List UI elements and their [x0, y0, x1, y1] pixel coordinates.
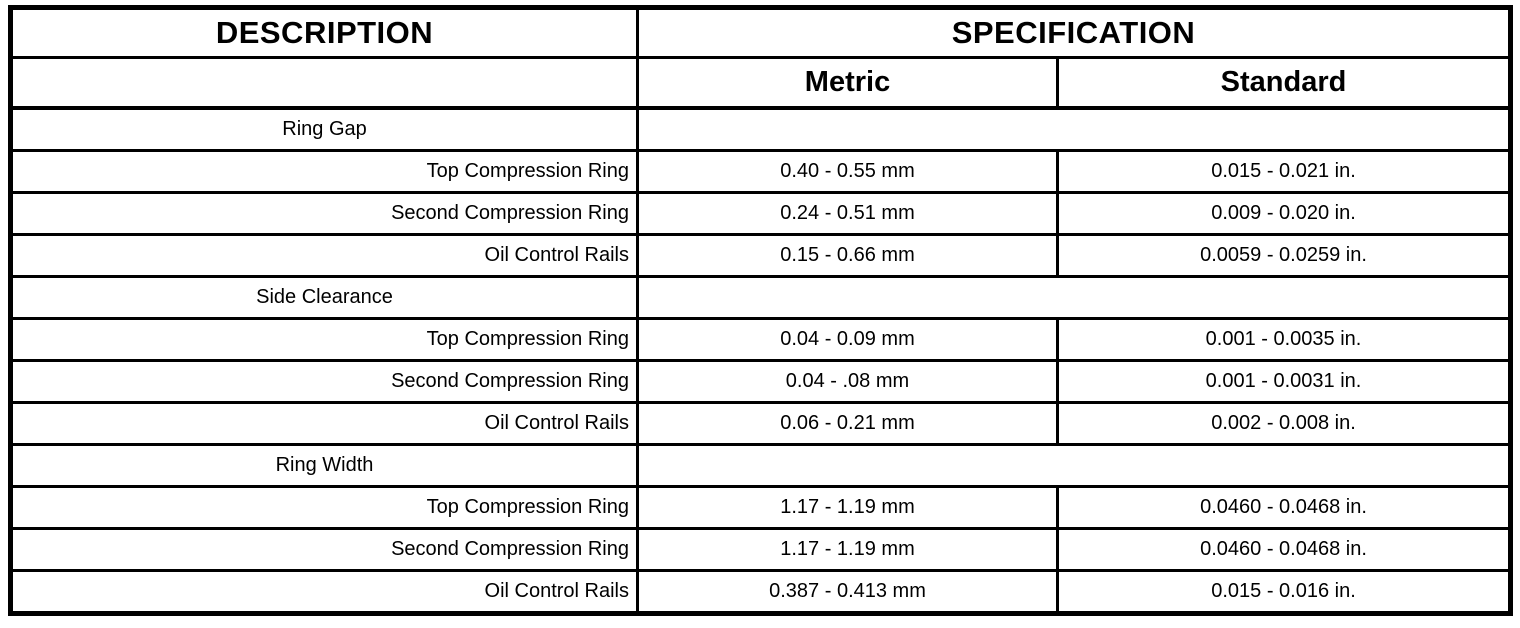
standard-value: 0.0059 - 0.0259 in.: [1055, 233, 1513, 278]
standard-value: 0.002 - 0.008 in.: [1055, 401, 1513, 446]
row-label: Second Compression Ring: [9, 359, 639, 404]
metric-value: 0.40 - 0.55 mm: [636, 149, 1059, 194]
metric-value: 1.17 - 1.19 mm: [636, 485, 1059, 530]
metric-value: 0.387 - 0.413 mm: [636, 569, 1059, 615]
standard-value: 0.0460 - 0.0468 in.: [1055, 485, 1513, 530]
header-row-main: DESCRIPTION SPECIFICATION: [9, 6, 1513, 59]
table-row: Second Compression Ring 0.04 - .08 mm 0.…: [9, 359, 1513, 404]
section-row-side-clearance: Side Clearance: [9, 275, 1513, 320]
row-label: Top Compression Ring: [9, 485, 639, 530]
metric-value: 0.06 - 0.21 mm: [636, 401, 1059, 446]
standard-value: 0.0460 - 0.0468 in.: [1055, 527, 1513, 572]
standard-value: 0.001 - 0.0035 in.: [1055, 317, 1513, 362]
table-row: Oil Control Rails 0.15 - 0.66 mm 0.0059 …: [9, 233, 1513, 278]
piston-ring-spec-table: DESCRIPTION SPECIFICATION Metric Standar…: [8, 5, 1514, 616]
section-row-ring-gap: Ring Gap: [9, 106, 1513, 152]
table-row: Top Compression Ring 0.04 - 0.09 mm 0.00…: [9, 317, 1513, 362]
header-row-units: Metric Standard: [9, 56, 1513, 110]
row-label: Oil Control Rails: [9, 569, 639, 615]
table-row: Oil Control Rails 0.387 - 0.413 mm 0.015…: [9, 569, 1513, 615]
row-label: Oil Control Rails: [9, 233, 639, 278]
table-row: Second Compression Ring 1.17 - 1.19 mm 0…: [9, 527, 1513, 572]
specification-column-header: SPECIFICATION: [635, 6, 1513, 59]
row-label: Top Compression Ring: [9, 317, 639, 362]
metric-column-header: Metric: [636, 56, 1059, 110]
metric-value: 0.24 - 0.51 mm: [636, 191, 1059, 236]
standard-value: 0.001 - 0.0031 in.: [1055, 359, 1513, 404]
row-label: Top Compression Ring: [9, 149, 639, 194]
standard-column-header: Standard: [1055, 56, 1513, 110]
row-label: Second Compression Ring: [9, 191, 639, 236]
description-subheader-empty: [9, 56, 639, 110]
section-title: Ring Width: [9, 443, 639, 488]
section-row-ring-width: Ring Width: [9, 443, 1513, 488]
description-column-header: DESCRIPTION: [9, 6, 639, 59]
row-label: Oil Control Rails: [9, 401, 639, 446]
section-spec-empty: [635, 106, 1513, 152]
section-title: Ring Gap: [9, 106, 639, 152]
table-row: Top Compression Ring 1.17 - 1.19 mm 0.04…: [9, 485, 1513, 530]
table-row: Oil Control Rails 0.06 - 0.21 mm 0.002 -…: [9, 401, 1513, 446]
row-label: Second Compression Ring: [9, 527, 639, 572]
section-spec-empty: [635, 443, 1513, 488]
standard-value: 0.015 - 0.021 in.: [1055, 149, 1513, 194]
metric-value: 0.04 - .08 mm: [636, 359, 1059, 404]
standard-value: 0.015 - 0.016 in.: [1055, 569, 1513, 615]
metric-value: 1.17 - 1.19 mm: [636, 527, 1059, 572]
metric-value: 0.04 - 0.09 mm: [636, 317, 1059, 362]
metric-value: 0.15 - 0.66 mm: [636, 233, 1059, 278]
standard-value: 0.009 - 0.020 in.: [1055, 191, 1513, 236]
section-spec-empty: [635, 275, 1513, 320]
table-row: Top Compression Ring 0.40 - 0.55 mm 0.01…: [9, 149, 1513, 194]
section-title: Side Clearance: [9, 275, 639, 320]
table-row: Second Compression Ring 0.24 - 0.51 mm 0…: [9, 191, 1513, 236]
